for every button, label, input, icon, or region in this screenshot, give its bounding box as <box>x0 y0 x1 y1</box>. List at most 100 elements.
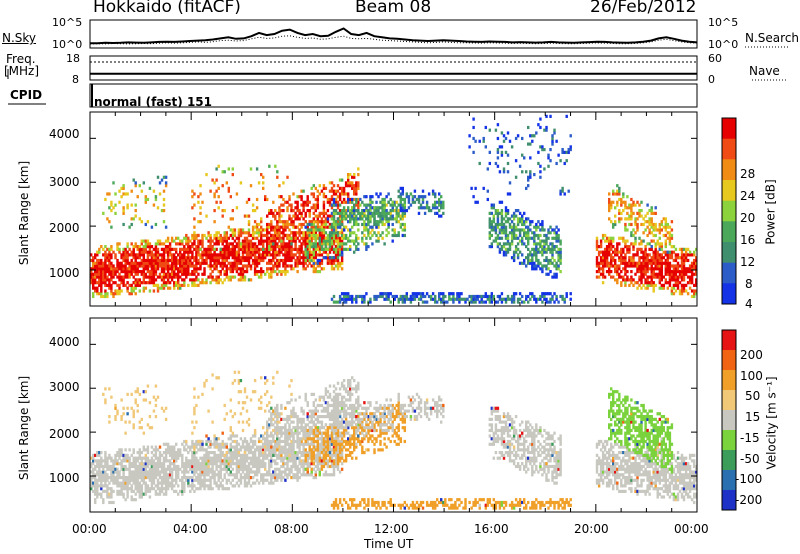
power-cell-1787 <box>290 206 293 210</box>
power-cell-1274 <box>292 239 295 243</box>
power-cell-1678 <box>215 233 218 238</box>
power-cell-2218 <box>338 242 342 246</box>
power-cell-1111 <box>266 250 269 254</box>
velocity-cell-535 <box>175 489 178 493</box>
power-cell-1045 <box>253 245 257 249</box>
power-cell-1222 <box>284 261 287 265</box>
velocity-cell-484 <box>166 484 170 488</box>
power-cell-367 <box>148 270 152 274</box>
power-cell-1605 <box>132 178 135 182</box>
power-cell-1284 <box>294 242 297 246</box>
power-cell-70 <box>100 264 103 268</box>
power-cell-2931 <box>539 250 542 254</box>
power-cell-3254 <box>610 245 613 249</box>
power-cell-2303 <box>367 245 370 249</box>
velocity-cell-569 <box>181 481 184 485</box>
power-cell-404 <box>154 278 158 282</box>
power-cell-65 <box>100 278 103 282</box>
power-cell-3666 <box>686 275 690 279</box>
power-cell-3605 <box>676 283 680 287</box>
power-cell-2620 <box>411 200 415 204</box>
velocity-cell-670 <box>197 467 200 471</box>
power-cell-3650 <box>682 258 686 263</box>
power-cell-2094 <box>357 203 360 207</box>
velocity-cell-33 <box>94 453 97 457</box>
power-cell-597 <box>183 261 186 265</box>
power-cell-4118 <box>539 297 542 301</box>
velocity-cell-5 <box>90 470 93 474</box>
power-cell-1719 <box>239 181 243 185</box>
power-cell-586 <box>181 253 184 257</box>
velocity-cell-444 <box>160 484 164 488</box>
power-cell-3700 <box>693 258 696 263</box>
power-cell-3321 <box>624 267 627 271</box>
power-cell-921 <box>235 258 239 263</box>
velocity-cell-333 <box>142 462 146 466</box>
velocity-cell-175 <box>118 456 121 460</box>
power-cell-4049 <box>472 294 475 299</box>
power-cell-2965 <box>545 247 548 251</box>
power-cell-3704 <box>695 289 698 293</box>
power-cell-3491 <box>654 242 657 246</box>
power-cell-3117 <box>531 134 534 138</box>
power-cell-1895 <box>300 211 303 215</box>
power-cell-2311 <box>369 231 372 235</box>
power-cell-1178 <box>276 242 279 246</box>
power-cell-1049 <box>255 272 259 276</box>
power-cell-2409 <box>401 217 405 221</box>
power-cell-3940 <box>375 294 378 299</box>
power-cell-3614 <box>676 253 680 257</box>
power-cell-251 <box>130 261 133 265</box>
velocity-cell-503 <box>168 462 172 466</box>
power-cell-3180 <box>595 242 599 246</box>
power-cell-33 <box>96 292 99 296</box>
power-cell-3905 <box>342 300 346 304</box>
power-cell-3953 <box>387 292 390 296</box>
power-cell-3520 <box>660 272 664 276</box>
velocity-cell-174 <box>118 462 121 466</box>
power-cell-1317 <box>300 231 303 235</box>
power-cell-2561 <box>381 200 384 204</box>
power-cell-29 <box>94 264 97 268</box>
power-cell-1970 <box>322 214 326 218</box>
power-cell-3801 <box>636 211 639 215</box>
power-cell-1008 <box>247 242 251 246</box>
power-cell-2783 <box>508 217 512 221</box>
power-cell-3804 <box>638 214 641 218</box>
power-cell-3743 <box>618 217 621 221</box>
power-cell-3022 <box>557 253 560 257</box>
power-cell-3326 <box>624 253 627 257</box>
power-cell-3770 <box>626 195 629 199</box>
power-cell-727 <box>203 253 206 257</box>
power-cell-2686 <box>488 211 492 215</box>
power-cell-1491 <box>330 258 334 263</box>
power-cell-405 <box>154 272 158 276</box>
velocity-cell-24 <box>94 487 97 491</box>
power-cell-802 <box>217 278 220 282</box>
power-cell-958 <box>241 275 245 279</box>
power-cell-3749 <box>618 186 621 190</box>
velocity-cell-660 <box>195 456 198 460</box>
power-cell-2894 <box>533 267 536 271</box>
power-cell-3960 <box>397 300 400 304</box>
power-cell-3263 <box>612 245 615 249</box>
power-cell-2524 <box>369 206 372 210</box>
power-cell-292 <box>136 256 139 260</box>
velocity-cell-354 <box>146 484 150 488</box>
power-cell-4093 <box>512 300 516 304</box>
power-cell-3322 <box>624 264 627 268</box>
power-cell-2598 <box>399 192 403 196</box>
power-cell-646 <box>191 278 194 282</box>
power-cell-2674 <box>442 211 445 215</box>
power-cell-3660 <box>684 256 688 260</box>
velocity-cell-576 <box>181 456 184 460</box>
power-cell-2163 <box>322 242 326 246</box>
power-cell-2717 <box>496 225 500 229</box>
power-cell-2624 <box>413 195 417 199</box>
power-cell-4028 <box>454 297 457 301</box>
power-cell-1901 <box>302 231 305 235</box>
power-cell-749 <box>207 231 210 235</box>
power-cell-506 <box>168 250 172 254</box>
power-cell-2183 <box>328 245 332 249</box>
power-cell-3508 <box>658 267 662 271</box>
